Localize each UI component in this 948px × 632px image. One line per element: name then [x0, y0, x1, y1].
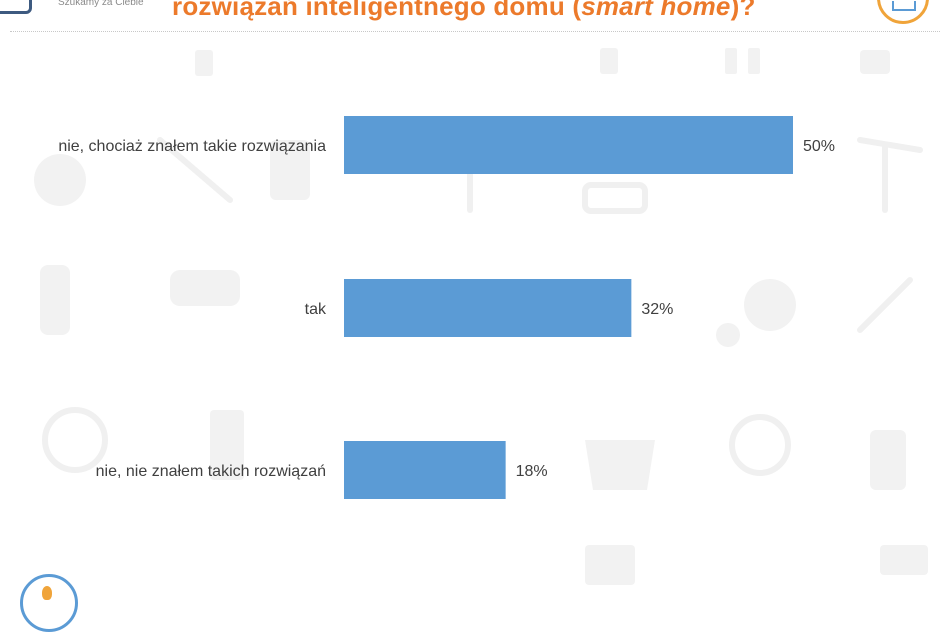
logo-tagline: Szukamy za Ciebie: [58, 0, 144, 8]
bar-chart: nie, chociaż znałem takie rozwiązania 50%…: [58, 116, 835, 499]
bar-3: [344, 441, 506, 499]
title-main: rozwiązań inteligentnego domu (: [172, 0, 582, 21]
title-end: )?: [730, 0, 756, 21]
value-label-2: 32%: [641, 301, 673, 318]
bar-1: [344, 116, 793, 174]
category-label-1: nie, chociaż znałem takie rozwiązania: [58, 138, 326, 155]
category-label-2: tak: [305, 301, 327, 318]
bar-2: [344, 279, 632, 337]
category-label-3: nie, nie znałem takich rozwiązań: [96, 463, 326, 480]
page-title: rozwiązań inteligentnego domu (smart hom…: [172, 0, 756, 22]
flame-badge-icon: [20, 574, 78, 632]
logo-icon: [0, 0, 32, 14]
title-divider: [10, 31, 940, 32]
title-emphasis: smart home: [581, 0, 731, 21]
value-label-1: 50%: [803, 138, 835, 155]
header: Szukamy za Ciebie rozwiązań inteligentne…: [0, 0, 948, 34]
tools-watermark-background: [34, 48, 928, 585]
value-label-3: 18%: [516, 463, 548, 480]
